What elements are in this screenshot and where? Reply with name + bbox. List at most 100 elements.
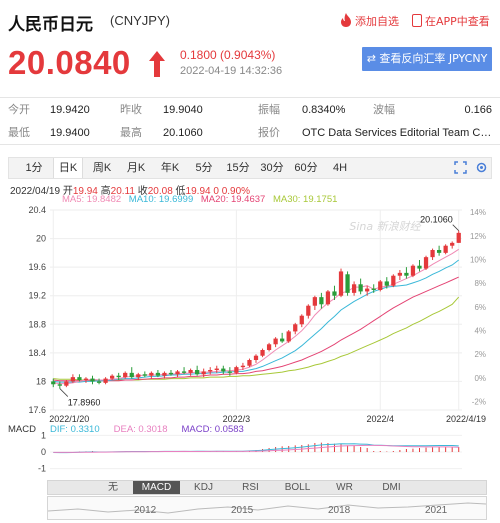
- indicator-rsi[interactable]: RSI: [242, 482, 259, 493]
- candle-body: [456, 232, 461, 243]
- indicator-dmi[interactable]: DMI: [382, 482, 401, 493]
- candle-high: 20.11: [110, 186, 135, 197]
- candle-body: [286, 331, 291, 342]
- candle-body: [188, 370, 193, 373]
- tab-daily[interactable]: 日K: [53, 158, 83, 178]
- phone-icon: [412, 14, 422, 27]
- indicator-wr[interactable]: WR: [336, 482, 353, 493]
- candle-body: [142, 374, 147, 376]
- low-label: 最低: [8, 127, 30, 139]
- candle-body: [234, 367, 239, 373]
- candle-open-label: 开: [62, 186, 73, 197]
- candle-body: [227, 371, 232, 373]
- view-in-app-link[interactable]: 在APP中查看: [412, 13, 490, 29]
- settings-gear-icon[interactable]: [475, 161, 488, 174]
- min-annotation-line: [59, 388, 69, 397]
- high-label: 最高: [120, 127, 142, 139]
- candle-open: 19.94: [72, 186, 98, 197]
- open-value: 19.9420: [50, 104, 90, 116]
- candle-body: [423, 257, 429, 269]
- pct-tick-label: -2%: [472, 397, 486, 406]
- timeline-navigator[interactable]: 2012 2015 2018 2021: [47, 496, 487, 520]
- candle-body: [345, 274, 350, 293]
- indicator-macd[interactable]: MACD: [133, 481, 180, 494]
- candle-body: [57, 384, 62, 386]
- volatility-label: 波幅: [373, 104, 395, 116]
- ma20-line: [53, 276, 459, 382]
- timeline-year-2018: 2018: [328, 505, 351, 516]
- indicator-boll[interactable]: BOLL: [284, 482, 311, 493]
- quote-source-value: OTC Data Services Editorial Team Calc...: [302, 127, 492, 139]
- pct-tick-label: 12%: [470, 232, 486, 241]
- candle-body: [129, 372, 134, 378]
- candle-body: [306, 305, 311, 316]
- macd-y-tick-label: -1: [38, 464, 46, 474]
- candle-body: [299, 315, 304, 325]
- candle-body: [273, 338, 278, 345]
- tab-4h[interactable]: 4H: [332, 162, 348, 174]
- watermark: Sina 新浪财经: [349, 220, 421, 233]
- y-tick-label: 18.8: [28, 319, 46, 329]
- candle-body: [168, 372, 174, 375]
- candle-body: [417, 265, 422, 269]
- y-tick-label: 17.6: [28, 405, 46, 415]
- current-price: 20.0840: [8, 44, 131, 81]
- period-tabs: 1分 日K 周K 月K 年K 5分 15分 30分 60分 4H: [8, 157, 492, 179]
- tab-1min[interactable]: 1分: [25, 162, 43, 174]
- tab-monthly[interactable]: 月K: [126, 162, 146, 174]
- candle-body: [90, 378, 95, 382]
- max-annotation: 20.1060: [420, 215, 453, 225]
- tab-5min[interactable]: 5分: [195, 162, 213, 174]
- indicator-kdj[interactable]: KDJ: [194, 482, 213, 493]
- tab-60min[interactable]: 60分: [294, 162, 318, 174]
- ma10-line: [53, 259, 460, 383]
- tab-yearly[interactable]: 年K: [160, 162, 180, 174]
- candle-body: [175, 371, 180, 375]
- candle-body: [123, 372, 128, 378]
- ma10-legend: MA10: 19.6999: [128, 194, 194, 205]
- tab-15min[interactable]: 15分: [226, 162, 250, 174]
- price-change: 0.1800 (0.9043%): [180, 48, 276, 62]
- candle-body: [312, 297, 317, 306]
- y-tick-label: 20.4: [28, 205, 46, 215]
- candle-body: [240, 365, 246, 368]
- reverse-rate-button[interactable]: ⇄ 查看反向汇率 JPYCNY: [362, 47, 492, 71]
- candle-body: [214, 368, 219, 370]
- candle-body: [371, 288, 376, 290]
- add-favorite-label: 添加自选: [355, 15, 399, 28]
- candle-body: [332, 291, 337, 296]
- candle-body: [253, 355, 259, 360]
- tab-30min[interactable]: 30分: [260, 162, 284, 174]
- candle-low-label: 低: [175, 186, 186, 197]
- indicator-none[interactable]: 无: [108, 482, 118, 493]
- candle-body: [70, 377, 76, 382]
- kline-chart[interactable]: 20.42019.619.218.818.41817.614%12%10%8%6…: [0, 200, 500, 480]
- high-value: 20.1060: [163, 127, 203, 139]
- timeline-year-2012: 2012: [134, 505, 157, 516]
- x-tick-label: 2022/4/19: [446, 414, 486, 424]
- macd-title: MACD: [8, 424, 36, 435]
- pct-tick-label: 6%: [474, 303, 486, 312]
- candle-body: [201, 371, 206, 375]
- candle-body: [103, 378, 108, 383]
- candle-body: [410, 265, 416, 276]
- min-annotation: 17.8960: [68, 398, 101, 408]
- macd-dea: DEA: 0.3018: [113, 424, 168, 435]
- add-favorite-link[interactable]: 添加自选: [340, 13, 399, 29]
- swap-icon: ⇄: [366, 52, 380, 65]
- volatility-value: 0.166: [464, 104, 492, 116]
- candle-body: [195, 370, 200, 375]
- candle-body: [208, 370, 213, 372]
- amplitude-label: 振幅: [258, 104, 280, 116]
- timeline-sparkline: [48, 502, 486, 514]
- candle-body: [136, 374, 141, 378]
- fullscreen-icon[interactable]: [454, 161, 467, 174]
- candle-close-label: 收: [137, 186, 148, 197]
- candle-body: [116, 375, 121, 378]
- candle-body: [319, 297, 324, 305]
- candle-body: [404, 272, 409, 276]
- tab-weekly[interactable]: 周K: [92, 162, 112, 174]
- prev-close-label: 昨收: [120, 104, 142, 116]
- candle-body: [266, 344, 272, 350]
- macd-dif: DIF: 0.3310: [49, 424, 100, 435]
